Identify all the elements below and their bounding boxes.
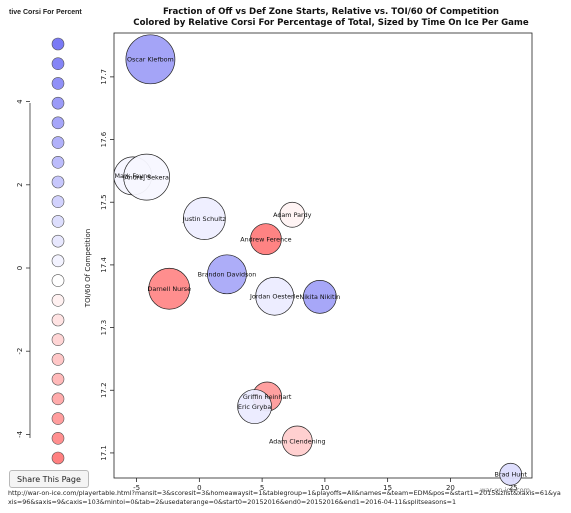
- bubble-point: [255, 276, 295, 316]
- y-tick-label: 17.5: [100, 194, 108, 210]
- bubble-point: [279, 201, 306, 228]
- legend-swatch: [51, 155, 65, 169]
- legend-swatch: [51, 254, 65, 268]
- bubble-label: Mark Fayne: [115, 172, 152, 180]
- x-tick-label: 0: [197, 484, 201, 492]
- x-tick-label: 25: [509, 484, 518, 492]
- bubble-label: Eric Gryba: [238, 403, 271, 411]
- y-tick-label: 17.2: [100, 382, 108, 398]
- legend-swatch: [51, 96, 65, 110]
- legend-swatch: [51, 57, 65, 71]
- bubble-point: [237, 389, 272, 424]
- bubble-label: Andrew Ference: [240, 236, 291, 244]
- legend-swatch: [51, 274, 65, 287]
- bubble-label: Nikita Nikitin: [299, 293, 340, 301]
- bubble-label: Justin Schultz: [182, 215, 227, 223]
- legend-swatch: [51, 116, 65, 130]
- bubble-label: Griffin Reinhart: [243, 393, 292, 401]
- y-tick-label: 17.7: [100, 69, 108, 85]
- y-tick-label: 17.6: [100, 131, 108, 147]
- bubble-point: [250, 223, 282, 256]
- legend-swatch: [51, 195, 65, 209]
- legend-swatch: [51, 313, 65, 327]
- legend-swatch: [51, 392, 65, 406]
- legend-swatch: [51, 431, 65, 445]
- x-tick-label: 5: [260, 484, 264, 492]
- watermark: war-on-ice.com: [480, 486, 530, 494]
- legend-swatch: [51, 37, 65, 51]
- chart-title: Fraction of Off vs Def Zone Starts, Rela…: [163, 7, 499, 17]
- chart-subtitle: Colored by Relative Corsi For Percentage…: [133, 18, 529, 28]
- legend-swatch: [51, 412, 65, 425]
- bubble-point: [303, 280, 337, 314]
- bubble-point: [499, 462, 523, 486]
- bubble-point: [148, 267, 191, 310]
- legend-title: tive Corsi For Percent: [9, 9, 82, 16]
- legend-tick-label: 4: [16, 99, 24, 104]
- legend-swatch: [51, 333, 65, 347]
- legend-swatch: [51, 77, 65, 90]
- legend-swatches: [51, 37, 65, 465]
- bubble-label: Brandon Davidson: [198, 271, 257, 279]
- legend-swatch: [51, 353, 65, 366]
- y-tick-label: 17.1: [100, 445, 108, 461]
- legend-swatch: [51, 372, 65, 386]
- bubble-label: Oscar Klefbom: [127, 56, 174, 64]
- x-tick-label: 15: [383, 484, 392, 492]
- bubble-point: [183, 197, 226, 240]
- bubble-label: Adam Clendening: [269, 437, 326, 445]
- legend-swatch: [51, 451, 65, 465]
- bubble-label: Adam Pardy: [273, 211, 312, 219]
- bubble-point: [281, 425, 313, 457]
- bubble-label: Andrej Sekera: [124, 173, 169, 181]
- legend-swatch: [51, 215, 65, 228]
- bubble-point: [207, 254, 247, 295]
- legend-tick-label: 2: [16, 183, 24, 187]
- share-page-button[interactable]: Share This Page: [9, 470, 89, 488]
- bubble-point: [125, 34, 176, 85]
- bubble-label: Brad Hunt: [494, 471, 527, 479]
- permalink-url[interactable]: http://war-on-ice.com/playertable.html?m…: [8, 489, 561, 506]
- x-axis-ticks: -5 0 5 10 15 20 25: [133, 478, 518, 492]
- bubble-point: [123, 153, 170, 201]
- legend-swatch: [51, 175, 65, 189]
- color-legend: tive Corsi For Percent 4 2 0 -2 -4: [9, 9, 82, 465]
- bubble-label: Jordan Oesterle: [249, 293, 299, 301]
- bubble-label: Darnell Nurse: [147, 285, 191, 293]
- legend-swatch: [51, 136, 65, 149]
- x-tick-label: -5: [133, 484, 140, 492]
- y-tick-label: 17.3: [100, 320, 108, 336]
- x-tick-label: 20: [446, 484, 455, 492]
- plot-area: [113, 32, 533, 479]
- legend-swatch: [51, 293, 65, 307]
- legend-tick-label: 0: [16, 266, 24, 270]
- x-tick-label: 10: [320, 484, 329, 492]
- y-tick-label: 17.4: [100, 257, 108, 273]
- legend-tick-label: -2: [16, 348, 24, 355]
- legend-tick-label: -4: [16, 430, 24, 438]
- legend-swatch: [51, 234, 65, 248]
- y-axis-label: TOI/60 Of Competition: [84, 229, 92, 308]
- y-axis-ticks: 17.1 17.2 17.3 17.4 17.5 17.6 17.7: [100, 69, 114, 461]
- legend-scale-ticks: 4 2 0 -2 -4: [16, 99, 30, 438]
